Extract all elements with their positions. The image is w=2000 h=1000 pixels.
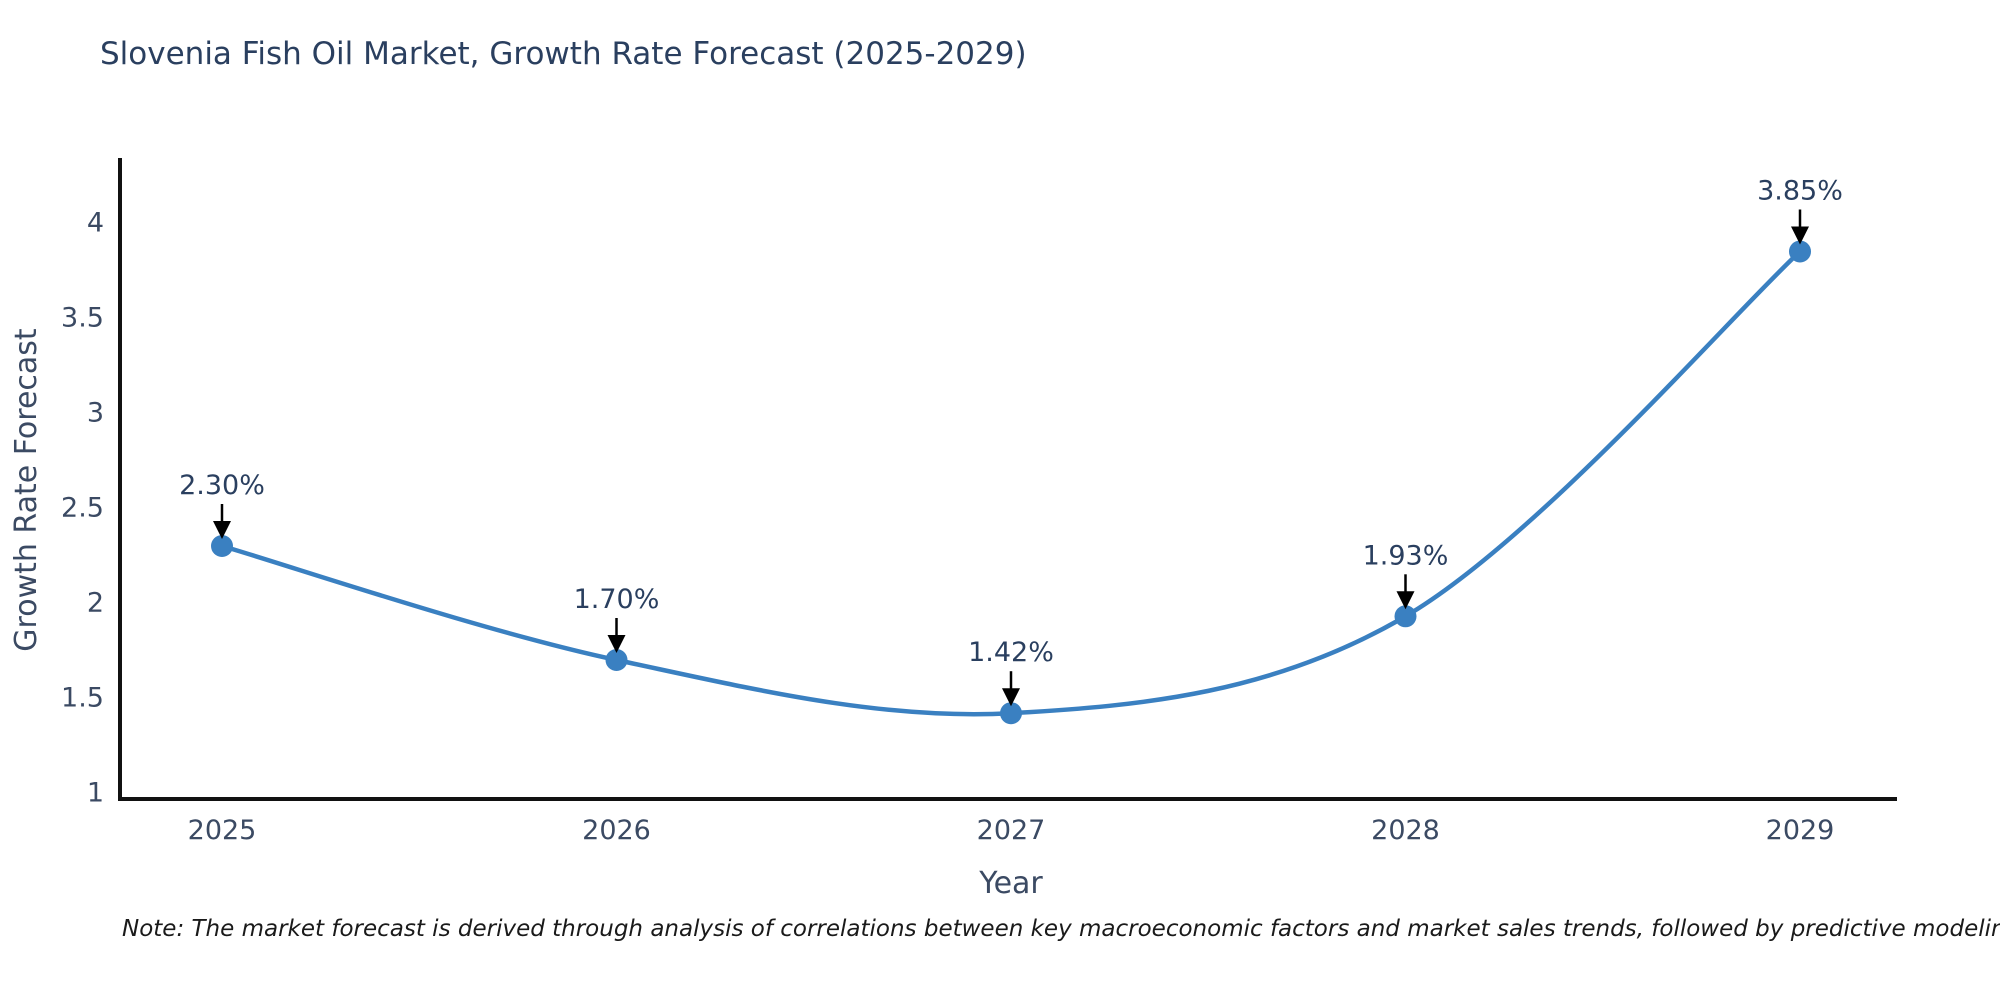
- point-annotation-label: 3.85%: [1757, 176, 1843, 207]
- annotation-arrowhead: [1002, 688, 1020, 707]
- x-tick-label: 2028: [1371, 815, 1440, 846]
- data-point: [605, 649, 628, 671]
- chart-title: Slovenia Fish Oil Market, Growth Rate Fo…: [100, 36, 1027, 72]
- data-point: [211, 535, 233, 557]
- y-tick-label: 4: [87, 208, 104, 239]
- y-tick-label: 2.5: [61, 493, 104, 524]
- point-annotation-label: 1.93%: [1363, 540, 1449, 571]
- annotation-arrowhead: [1791, 226, 1809, 245]
- point-annotation-label: 1.70%: [574, 584, 660, 615]
- y-tick-label: 1.5: [61, 683, 104, 714]
- x-tick-label: 2029: [1766, 815, 1835, 846]
- annotation-arrowhead: [213, 521, 231, 539]
- annotation-arrowhead: [607, 635, 626, 653]
- data-point: [1789, 240, 1811, 263]
- y-tick-label: 1: [87, 778, 104, 809]
- y-axis-title: Growth Rate Forecast: [9, 328, 44, 652]
- x-tick-label: 2026: [582, 815, 651, 846]
- x-tick-label: 2027: [977, 815, 1046, 846]
- y-tick-label: 3.5: [61, 303, 104, 334]
- point-annotation-label: 2.30%: [179, 470, 265, 501]
- annotation-arrowhead: [1396, 591, 1415, 610]
- y-tick-label: 3: [87, 398, 104, 429]
- y-tick-label: 2: [87, 588, 104, 619]
- chart-footnote: Note: The market forecast is derived thr…: [122, 916, 2000, 942]
- data-point: [1000, 702, 1022, 725]
- data-point: [1394, 605, 1417, 628]
- x-tick-label: 2025: [188, 815, 257, 846]
- point-annotation-label: 1.42%: [968, 637, 1054, 668]
- x-axis-title: Year: [978, 866, 1043, 901]
